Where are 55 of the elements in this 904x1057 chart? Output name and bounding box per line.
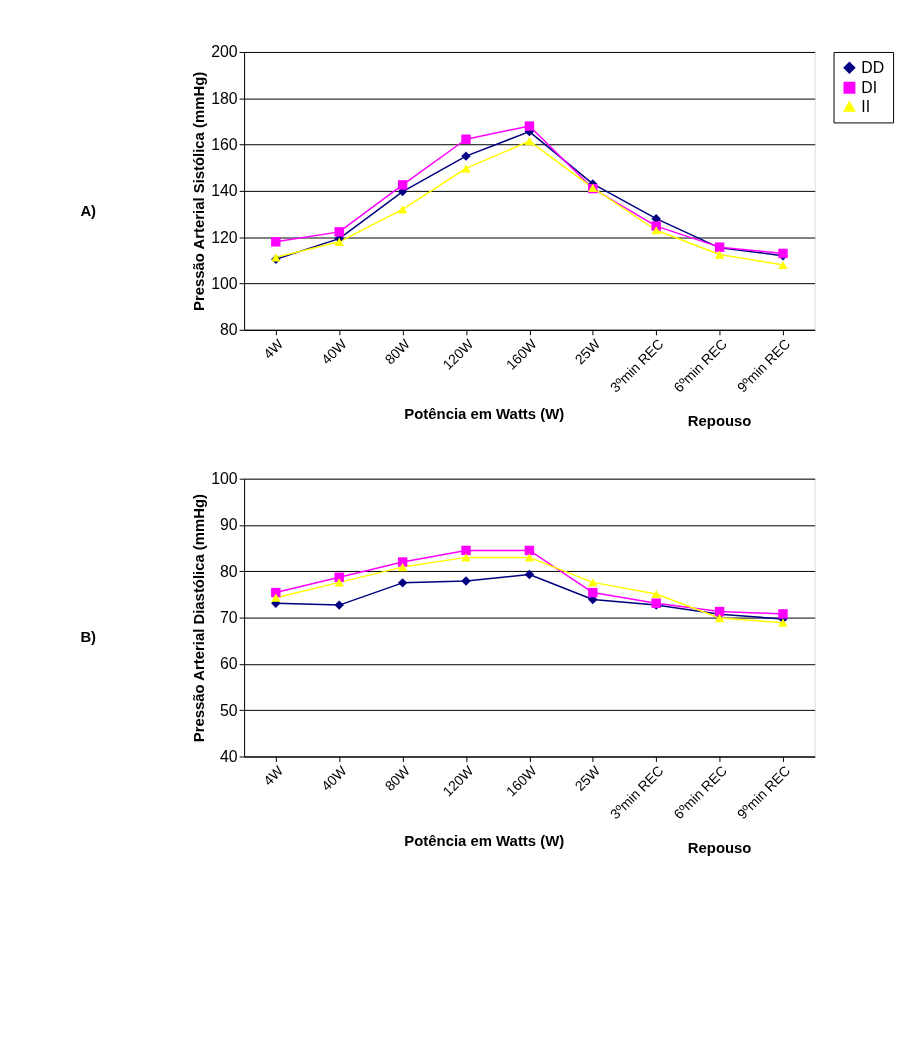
point [397, 557, 408, 567]
point [397, 205, 408, 214]
point [334, 237, 344, 246]
y-tick-label: 80 [220, 562, 238, 580]
y-tick-label: 40 [220, 747, 238, 765]
point [461, 151, 471, 161]
point [651, 589, 661, 599]
point [461, 576, 471, 586]
point [524, 553, 535, 562]
y-tick-label: 140 [211, 182, 238, 200]
point [651, 226, 661, 235]
point [334, 600, 344, 610]
point [461, 134, 471, 144]
point [461, 545, 471, 556]
legend-label: DI [861, 78, 878, 96]
point [334, 227, 344, 237]
y-tick-label: 60 [220, 655, 238, 673]
point [397, 578, 408, 588]
x-axis-title: Potência em Watts (W) [404, 832, 565, 849]
y-tick-label: 100 [211, 274, 238, 292]
y-tick-label: 80 [220, 321, 238, 339]
y-tick-label: 70 [220, 609, 238, 627]
legend-label: DD [861, 58, 885, 76]
text: Repouso [687, 413, 752, 430]
y-axis-title: Pressão Arterial Sistólica (mmHg) [191, 71, 208, 311]
y-tick-label: 160 [211, 136, 238, 154]
point [271, 593, 281, 602]
y-tick-label: 50 [220, 701, 238, 719]
x-tick-label: 4W [260, 761, 287, 789]
text: B) [80, 629, 97, 646]
point [588, 587, 598, 598]
x-axis-title: Potência em Watts (W) [404, 406, 565, 423]
legend-label: II [861, 97, 871, 115]
point [778, 260, 788, 270]
text: Repouso [687, 839, 752, 856]
y-tick-label: 120 [211, 228, 238, 246]
point [524, 569, 535, 580]
point [461, 164, 471, 173]
point [714, 250, 725, 259]
point [778, 609, 788, 619]
point [397, 563, 408, 572]
y-tick-label: 100 [211, 470, 238, 488]
text: A) [80, 202, 97, 219]
point [271, 237, 281, 247]
point [714, 613, 725, 623]
point [524, 121, 535, 131]
point [271, 587, 281, 598]
y-tick-label: 180 [211, 89, 238, 107]
point [524, 137, 535, 146]
point [397, 180, 408, 190]
y-tick-label: 90 [220, 516, 238, 534]
y-axis-title: Pressão Arterial Diastólica (mmHg) [191, 493, 208, 743]
point [778, 618, 788, 627]
y-tick-label: 200 [211, 43, 238, 61]
x-tick-label: 4W [260, 335, 287, 362]
